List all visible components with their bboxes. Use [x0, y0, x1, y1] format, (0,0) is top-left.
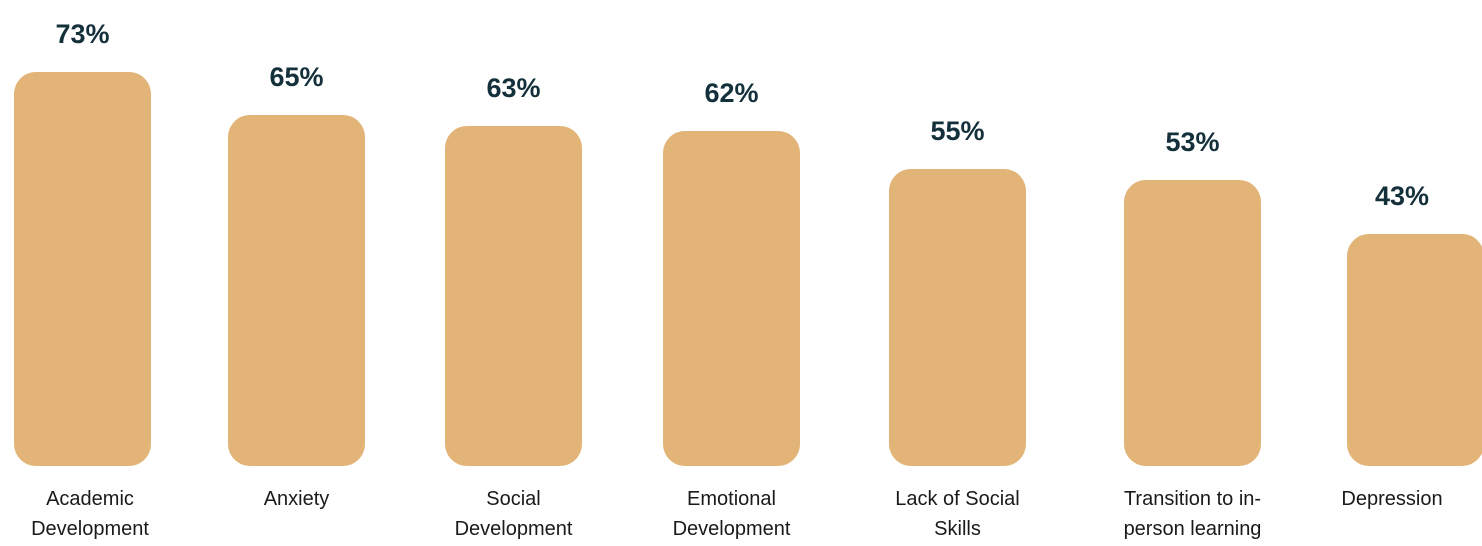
bar: [1124, 179, 1261, 466]
bar: [14, 72, 151, 466]
bar: [1347, 233, 1482, 466]
data-label: 63%: [486, 72, 541, 103]
category-label-line: Academic: [46, 488, 134, 510]
data-label: 73%: [55, 19, 110, 49]
category-label-line: Emotional: [687, 488, 776, 510]
bar: [663, 131, 800, 466]
data-label: 43%: [1374, 180, 1430, 211]
category-label-line: Development: [31, 518, 149, 540]
data-label: 65%: [269, 62, 324, 93]
category-label-line: Skills: [934, 518, 981, 540]
category-label-line: Lack of Social: [895, 488, 1020, 510]
category-label: Transition to in-person learning: [1103, 484, 1283, 544]
category-label-line: Depression: [1341, 488, 1443, 510]
category-label-line: Development: [672, 518, 791, 540]
data-label: 62%: [704, 78, 759, 109]
category-label-line: Anxiety: [263, 488, 330, 510]
category-label: Depression: [1302, 484, 1482, 514]
category-label-line: Social: [486, 488, 541, 510]
bar: [889, 169, 1026, 466]
category-label: Anxiety: [207, 484, 387, 514]
bar: [445, 125, 582, 466]
category-label: Emotional Development: [642, 484, 822, 544]
bar: [228, 115, 365, 466]
category-label: Lack of Social Skills: [868, 484, 1048, 544]
category-label: Social Development: [424, 484, 604, 544]
category-label-line: person learning: [1123, 518, 1262, 540]
data-label: 55%: [930, 116, 985, 147]
category-label-line: Transition to in-: [1123, 488, 1262, 510]
data-label: 53%: [1165, 126, 1220, 157]
category-label-line: Development: [454, 518, 573, 540]
category-label: Academic Development: [0, 484, 180, 544]
